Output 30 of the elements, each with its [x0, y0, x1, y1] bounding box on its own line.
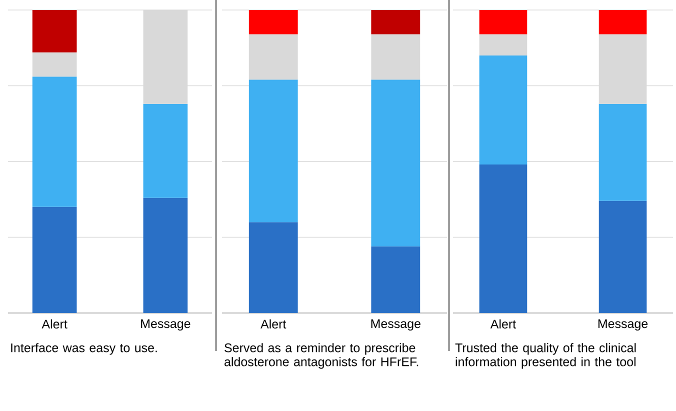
bar — [32, 206, 77, 313]
bar — [479, 10, 528, 34]
x-axis-title: Trusted the quality of the clinical information presented in the tool — [455, 343, 636, 369]
bar — [371, 246, 420, 313]
bar — [598, 200, 647, 313]
x-tick-label: Message — [598, 319, 648, 331]
x-tick-label: Message — [371, 319, 420, 331]
bar — [248, 34, 298, 80]
x-tick-label: Alert — [490, 319, 516, 329]
bar — [248, 10, 298, 34]
bar — [32, 10, 77, 52]
x-tick-label: Alert — [42, 319, 68, 329]
bar — [371, 80, 420, 246]
bar — [143, 104, 188, 198]
bar — [32, 52, 77, 77]
x-axis-title: Interface was easy to use. — [11, 343, 157, 355]
bar — [248, 222, 298, 313]
bar — [32, 76, 77, 207]
x-tick-label: Message — [141, 319, 190, 331]
bar — [479, 164, 528, 313]
bar — [479, 55, 528, 165]
bar — [248, 80, 298, 222]
x-tick-label: Alert — [260, 319, 286, 329]
bar — [371, 34, 420, 80]
bar — [143, 198, 188, 313]
bar — [598, 10, 647, 34]
bar — [371, 10, 420, 34]
x-axis-title: Served as a reminder to prescribe aldosterone antagonists for HFrEF. — [224, 343, 418, 369]
bar — [598, 104, 647, 201]
bar — [479, 34, 528, 56]
